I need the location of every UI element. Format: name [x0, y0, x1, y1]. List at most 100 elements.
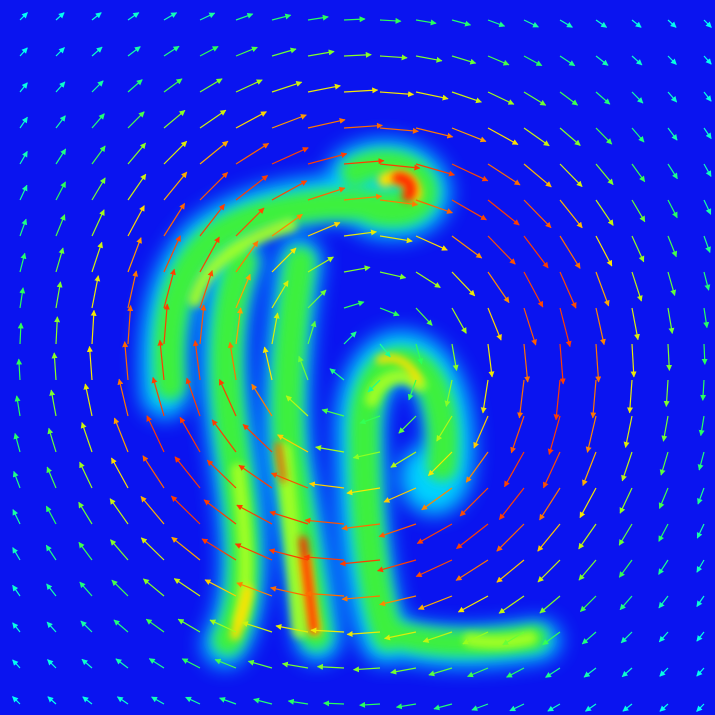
vector-arrow: [585, 703, 597, 712]
vector-arrow: [91, 80, 104, 93]
vector-arrow: [559, 199, 583, 229]
vector-arrow: [307, 320, 317, 345]
vector-arrow: [517, 379, 525, 419]
vector-arrow: [271, 13, 292, 21]
vector-arrow: [703, 163, 712, 177]
vector-arrow: [379, 127, 419, 134]
vector-arrow: [219, 697, 237, 705]
vector-arrow: [451, 163, 489, 182]
vector-arrow: [192, 340, 201, 381]
vector-arrow: [341, 523, 381, 531]
vector-arrow: [81, 658, 93, 669]
vector-arrow: [204, 579, 237, 597]
vector-arrow: [523, 127, 550, 147]
vector-arrow: [343, 16, 366, 23]
vector-arrow: [116, 696, 129, 705]
vector-arrow: [343, 122, 383, 129]
vector-arrow: [82, 696, 93, 705]
vector-arrow: [47, 696, 57, 705]
vector-arrow: [523, 91, 547, 106]
vector-arrow: [415, 55, 443, 63]
vector-arrow: [487, 91, 515, 105]
vector-arrow: [631, 55, 643, 66]
vector-arrow: [247, 659, 273, 669]
vector-arrow: [316, 663, 345, 670]
vector-arrow: [17, 322, 24, 345]
vector-arrow: [703, 91, 712, 102]
vector-arrow: [384, 631, 417, 641]
vector-arrow: [277, 434, 309, 453]
vector-arrow: [415, 271, 441, 289]
vector-arrow: [151, 696, 165, 705]
vector-arrow: [271, 213, 303, 237]
vector-arrow: [343, 300, 365, 309]
vector-arrow: [343, 87, 379, 94]
vector-arrow: [235, 307, 243, 345]
vector-arrow: [595, 55, 609, 66]
vector-arrow: [379, 307, 400, 317]
vector-arrow: [12, 622, 21, 633]
vector-arrow: [595, 199, 614, 226]
vector-arrow: [667, 19, 677, 28]
vector-arrow: [235, 46, 258, 57]
vector-arrow: [595, 19, 608, 28]
vector-arrow: [86, 345, 93, 381]
vector-arrow: [659, 703, 669, 712]
vector-arrow: [19, 12, 28, 21]
vector-arrow: [547, 415, 561, 455]
vector-arrow: [667, 307, 675, 334]
vector-arrow: [658, 595, 669, 609]
vector-arrow: [339, 559, 381, 567]
vector-arrow: [436, 415, 453, 442]
vector-arrow: [78, 501, 93, 525]
vector-arrow: [696, 631, 705, 642]
vector-arrow: [523, 19, 539, 28]
vector-arrow: [287, 698, 309, 705]
vector-arrow: [523, 235, 549, 269]
vector-arrow: [253, 697, 273, 705]
vector-arrow: [127, 46, 141, 57]
vector-arrow: [582, 451, 597, 487]
vector-arrow: [379, 235, 413, 244]
vector-arrow: [421, 487, 453, 511]
vector-arrow: [269, 510, 309, 525]
vector-arrow: [307, 49, 335, 57]
vector-arrow: [451, 55, 477, 65]
vector-arrow: [251, 383, 273, 417]
vector-arrow: [305, 590, 345, 597]
vector-arrow: [179, 416, 201, 453]
vector-arrow: [559, 271, 577, 309]
vector-arrow: [19, 82, 28, 93]
vector-arrow: [595, 163, 614, 186]
vector-arrow: [343, 51, 372, 58]
vector-arrow: [12, 696, 21, 705]
vector-arrow: [80, 620, 93, 633]
vector-arrow: [631, 307, 640, 341]
vector-arrow: [12, 509, 21, 525]
vector-arrow: [271, 47, 297, 57]
vector-arrow: [379, 163, 421, 171]
vector-arrow: [595, 235, 613, 267]
vector-arrow: [523, 163, 552, 188]
vector-arrow: [523, 55, 543, 67]
vector-arrow: [390, 667, 417, 675]
vector-arrow: [46, 621, 57, 633]
vector-arrow: [398, 415, 417, 434]
vector-arrow: [703, 199, 712, 215]
vector-arrow: [658, 631, 669, 643]
vector-arrow: [163, 45, 180, 57]
vector-arrow: [307, 289, 327, 309]
vector-arrow: [236, 504, 273, 525]
vector-arrow: [622, 703, 633, 712]
vector-arrow: [595, 343, 602, 383]
vector-arrow: [163, 268, 176, 309]
vector-arrow: [696, 559, 705, 573]
vector-arrow: [523, 199, 552, 229]
vector-arrow: [146, 415, 165, 453]
vector-arrow: [310, 627, 345, 634]
vector-arrow: [80, 422, 93, 453]
vector-arrow: [19, 116, 28, 129]
vector-arrow: [619, 595, 633, 611]
vector-arrow: [242, 423, 273, 453]
vector-arrow: [559, 343, 566, 385]
